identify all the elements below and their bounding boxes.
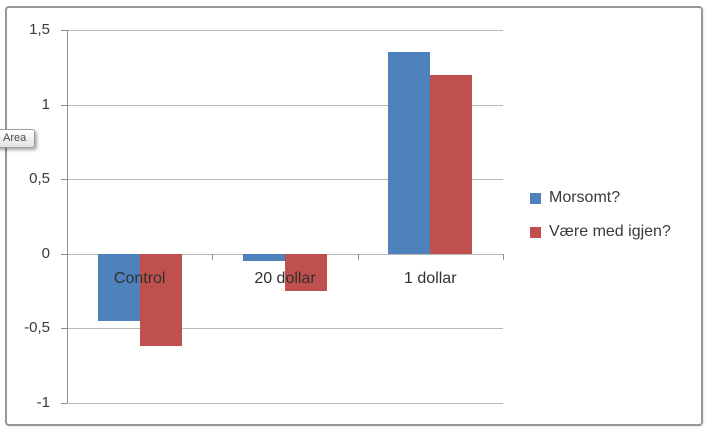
bar-v-re-med-igjen-control[interactable] (139, 253, 182, 347)
chart-area[interactable] (5, 6, 703, 426)
y-axis-tick (61, 179, 67, 181)
gridline-1-5 (67, 30, 503, 31)
gridline-1 (67, 104, 503, 106)
x-axis-tick (503, 253, 504, 260)
legend-swatch-morsomt-icon (530, 192, 541, 204)
y-axis-tick-label: -0,5 (24, 319, 50, 337)
y-axis-tick (61, 253, 67, 255)
x-axis-category-label-20-dollar: 20 dollar (254, 269, 316, 287)
chart-area-tooltip-label: Area (3, 132, 27, 144)
y-axis-tick (61, 104, 67, 106)
x-axis-category-label-1-dollar: 1 dollar (404, 269, 457, 287)
x-axis-tick (357, 253, 359, 260)
y-axis-tick-label: 1,5 (29, 21, 50, 38)
bar-v-re-med-igjen-1-dollar[interactable] (430, 74, 473, 254)
bar-morsomt-20-dollar[interactable] (243, 253, 285, 262)
gridline-0-5 (67, 179, 503, 181)
x-axis-category-label-control: Control (113, 269, 166, 287)
bar-morsomt-1-dollar[interactable] (388, 52, 431, 254)
legend-label-morsomt: Morsomt? (549, 189, 621, 206)
legend-item-morsomt[interactable]: Morsomt? (530, 189, 671, 207)
chart-area-tooltip: Area (0, 129, 36, 148)
y-axis-tick-label: 1 (41, 95, 50, 113)
y-axis-tick (61, 403, 67, 404)
y-axis-tick (61, 30, 67, 31)
gridline-0-5 (67, 328, 503, 330)
legend-swatch-vaere-med-igjen-icon (530, 226, 541, 238)
x-axis-tick (212, 253, 214, 260)
y-axis-tick-label: 0,5 (29, 170, 50, 188)
y-axis-tick-label: 0 (41, 244, 50, 262)
y-axis-line (67, 30, 68, 403)
bar-morsomt-control[interactable] (97, 253, 140, 321)
bar-v-re-med-igjen-20-dollar[interactable] (285, 253, 327, 292)
gridline-1 (67, 403, 503, 404)
y-axis-tick (61, 328, 67, 330)
legend: Morsomt? Være med igjen? (530, 189, 671, 257)
y-axis-tick-label: -1 (36, 394, 50, 411)
legend-item-vaere-med-igjen[interactable]: Være med igjen? (530, 223, 671, 241)
legend-label-vaere-med-igjen: Være med igjen? (549, 223, 671, 240)
x-axis-tick (67, 253, 68, 260)
